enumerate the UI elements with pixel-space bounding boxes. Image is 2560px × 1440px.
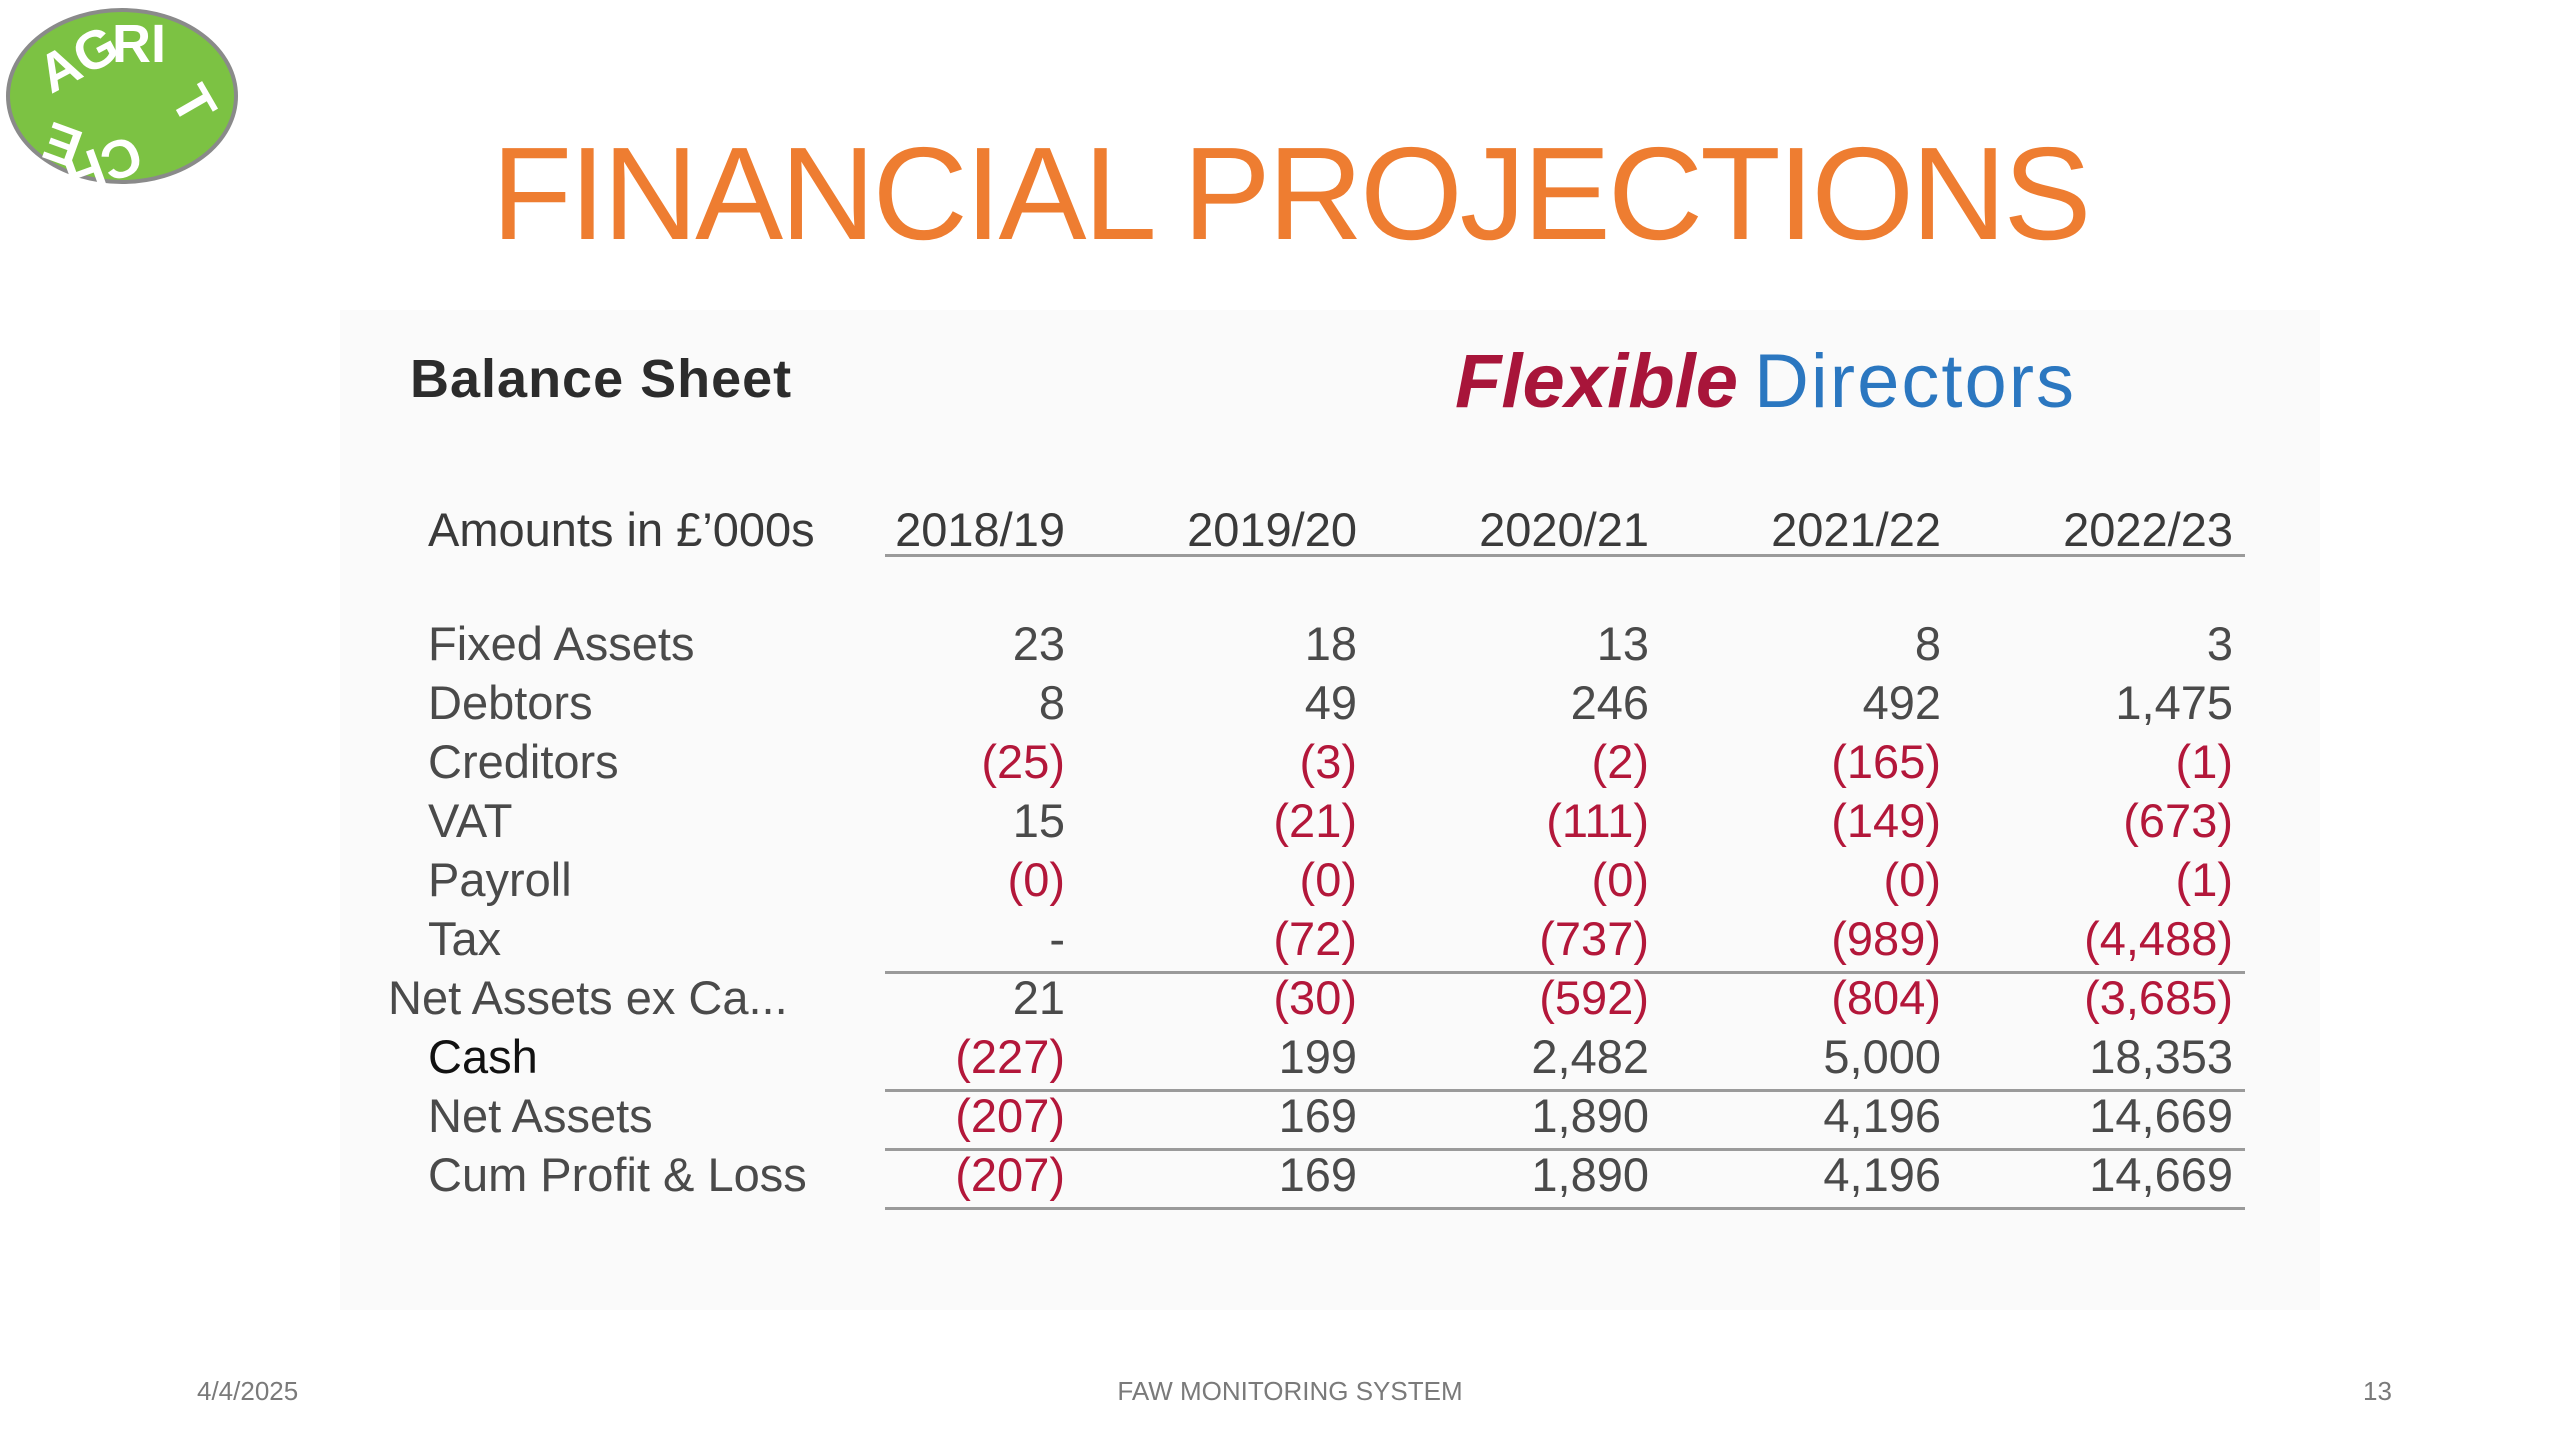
year-header: 2022/23 (2063, 503, 2233, 556)
year-header: 2021/22 (1771, 503, 1941, 556)
table-cell: (165) (1831, 735, 1941, 788)
table-cell: (111) (1546, 794, 1649, 847)
table-cell: 18,353 (2089, 1030, 2233, 1083)
table-cell: 14,669 (2089, 1148, 2233, 1201)
table-cell: (0) (1591, 853, 1649, 906)
slide-title: FINANCIAL PROJECTIONS (491, 120, 2092, 267)
table-cell: (3,685) (2084, 971, 2233, 1024)
table-rule (885, 1148, 2245, 1151)
table-cell: 199 (1278, 1030, 1357, 1083)
table-cell: 8 (1038, 676, 1065, 729)
table-cell: 23 (1012, 617, 1065, 670)
row-label: Cum Profit & Loss (428, 1148, 807, 1201)
table-rule (885, 971, 2245, 974)
brand-flexible: Flexible (1455, 339, 1738, 424)
table-cell: (149) (1831, 794, 1941, 847)
balance-sheet-image: Balance Sheet Flexible Directors Amounts … (340, 310, 2320, 1310)
table-cell: (737) (1539, 912, 1649, 965)
table-cell: (0) (1007, 853, 1065, 906)
year-header: 2019/20 (1187, 503, 1357, 556)
table-cell: (30) (1273, 971, 1357, 1024)
row-label: VAT (428, 794, 513, 847)
table-cell: 1,890 (1531, 1148, 1649, 1201)
table-cell: (804) (1831, 971, 1941, 1024)
table-cell: 15 (1012, 794, 1065, 847)
brand-directors: Directors (1754, 339, 2077, 424)
balance-sheet-heading: Balance Sheet (410, 349, 793, 409)
table-rule (885, 1089, 2245, 1092)
row-label: Debtors (428, 676, 593, 729)
table-cell: 2,482 (1531, 1030, 1649, 1083)
table-cell: 13 (1596, 617, 1649, 670)
row-label: Tax (428, 912, 502, 965)
table-cell: (592) (1539, 971, 1649, 1024)
table-cell: (2) (1591, 735, 1649, 788)
column-header-amounts: Amounts in £’000s (428, 503, 815, 556)
table-cell: 5,000 (1823, 1030, 1941, 1083)
table-cell: 18 (1304, 617, 1357, 670)
table-cell: (207) (955, 1089, 1065, 1142)
table-cell: (673) (2123, 794, 2233, 847)
table-cell: 492 (1862, 676, 1941, 729)
row-label: Payroll (428, 853, 572, 906)
table-cell: (207) (955, 1148, 1065, 1201)
svg-text:RI: RI (112, 14, 166, 74)
table-cell: (1) (2175, 853, 2233, 906)
table-cell: (0) (1883, 853, 1941, 906)
table-cell: (4,488) (2084, 912, 2233, 965)
table-cell: 4,196 (1823, 1148, 1941, 1201)
table-cell: 4,196 (1823, 1089, 1941, 1142)
footer-title: FAW MONITORING SYSTEM (1117, 1376, 1463, 1406)
table-cell: 3 (2206, 617, 2233, 670)
row-label: Fixed Assets (428, 617, 695, 670)
table-cell: (0) (1299, 853, 1357, 906)
table-cell: (989) (1831, 912, 1941, 965)
table-cell: 1,475 (2115, 676, 2233, 729)
table-cell: 1,890 (1531, 1089, 1649, 1142)
row-label: Net Assets (428, 1089, 653, 1142)
agritech-logo: AG RI T CH E (6, 8, 238, 184)
table-cell: 21 (1012, 971, 1065, 1024)
table-cell: (3) (1299, 735, 1357, 788)
table-cell: 8 (1914, 617, 1941, 670)
table-cell: (21) (1273, 794, 1357, 847)
table-cell: (72) (1273, 912, 1357, 965)
table-rule (885, 1207, 2245, 1210)
table-rule (885, 554, 2245, 557)
table-cell: (227) (955, 1030, 1065, 1083)
row-label: Cash (428, 1030, 538, 1083)
table-cell: 169 (1278, 1148, 1357, 1201)
table-cell: 246 (1570, 676, 1649, 729)
brand-wordmark: Flexible Directors (1455, 338, 2076, 425)
row-label: Creditors (428, 735, 619, 788)
footer-date: 4/4/2025 (197, 1376, 299, 1406)
year-header: 2018/19 (895, 503, 1065, 556)
row-label: Net Assets ex Ca... (388, 971, 788, 1024)
table-cell: (1) (2175, 735, 2233, 788)
footer-page-number: 13 (2363, 1376, 2392, 1406)
table-cell: 169 (1278, 1089, 1357, 1142)
table-cell: 14,669 (2089, 1089, 2233, 1142)
year-header: 2020/21 (1479, 503, 1649, 556)
table-cell: 49 (1304, 676, 1357, 729)
table-cell: (25) (981, 735, 1065, 788)
balance-sheet-table: Amounts in £’000s 2018/19 2019/20 2020/21 20… (340, 310, 2320, 1310)
table-cell: - (1049, 912, 1065, 965)
